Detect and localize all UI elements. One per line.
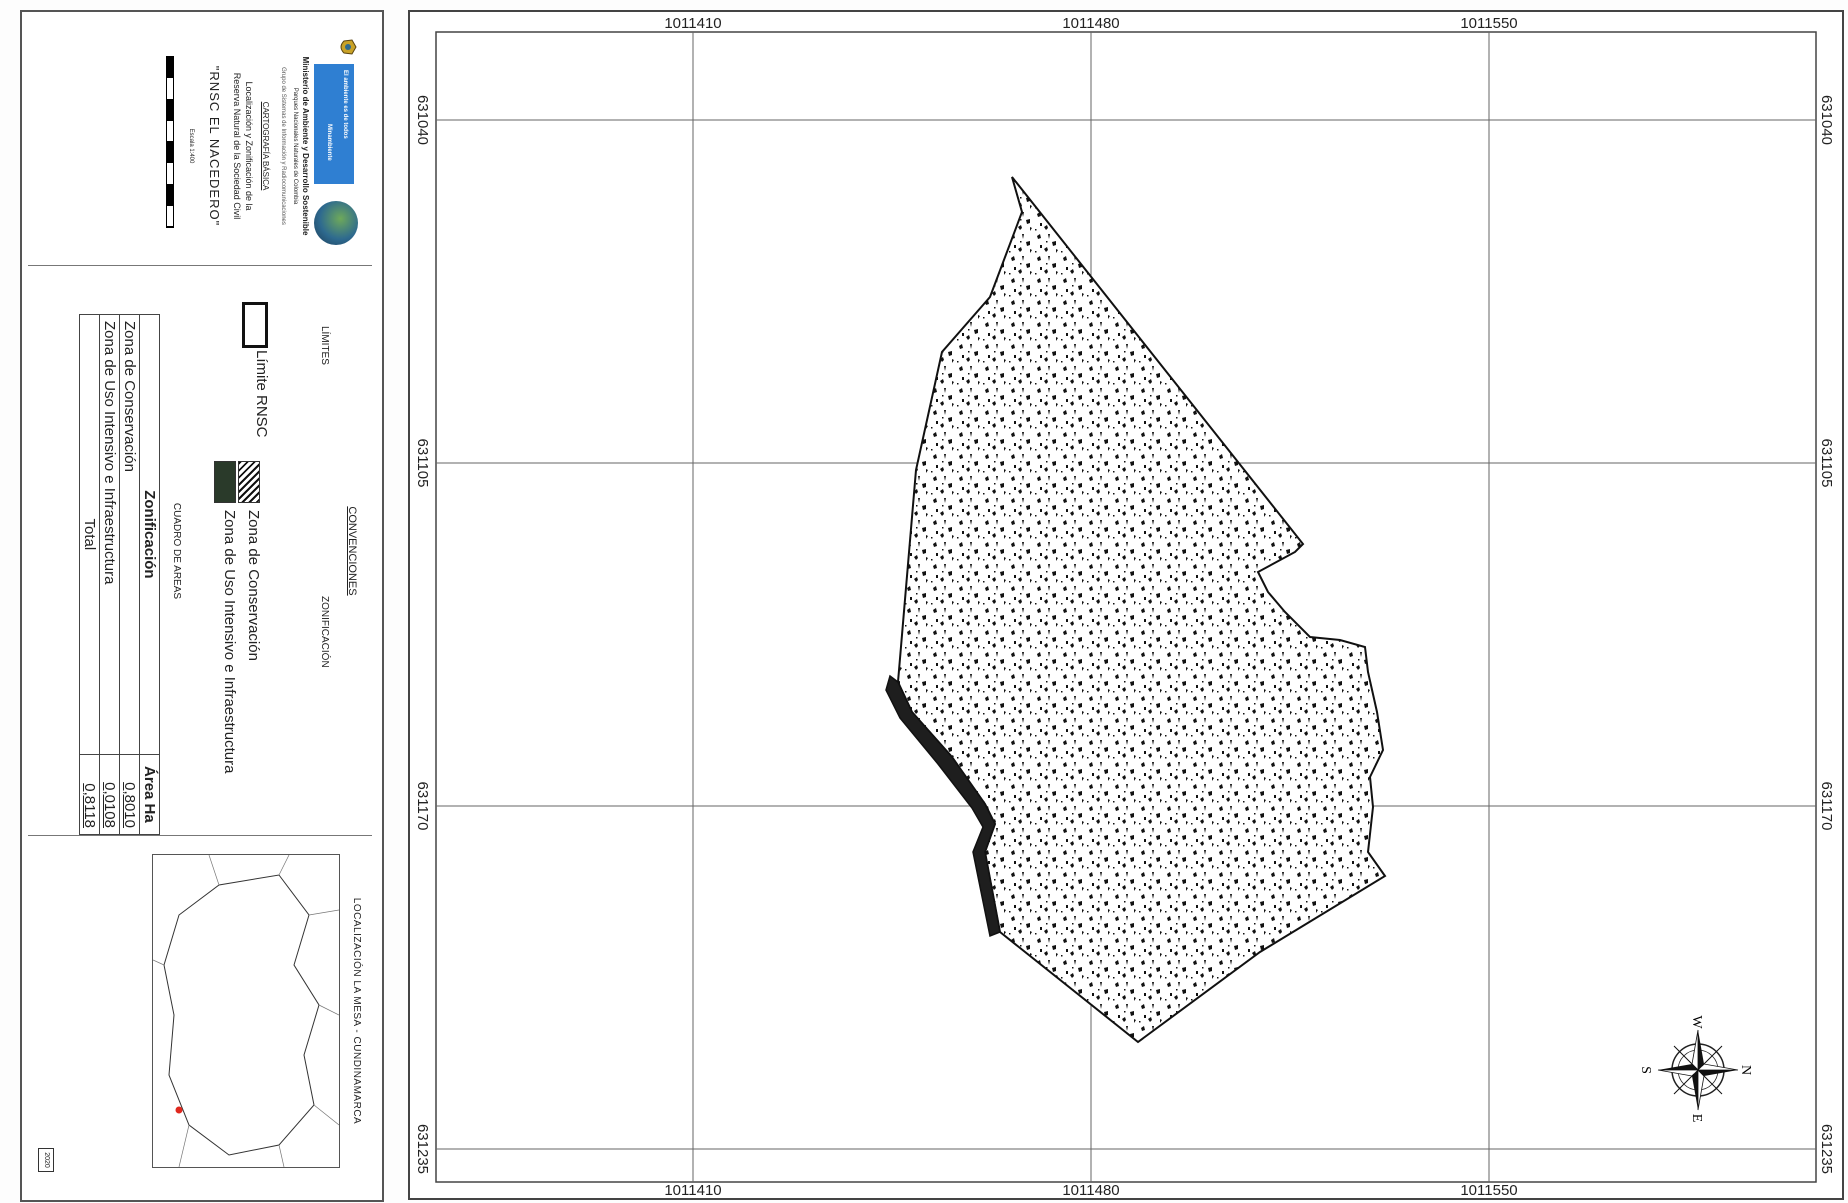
areas-title: CUADRO DE AREAS	[171, 502, 182, 600]
y-tick-labels-right: 631040 631105 631170 631235	[1818, 95, 1835, 1174]
parques-nacionales-emblem-icon	[314, 201, 358, 245]
y-tick-label: 631040	[1818, 95, 1835, 145]
table-row: Zona de Conservación 0,8010	[119, 314, 140, 835]
table-cell-name: Zona de Conservación	[119, 314, 140, 755]
compass-s-label: S	[1638, 1066, 1653, 1074]
y-tick-label: 631170	[1818, 782, 1835, 831]
credits-block	[132, 56, 152, 236]
conventions-section: CONVENCIONES LÍMITES ZONIFICACIÓN Límite…	[28, 266, 372, 836]
x-tick-label: 1011550	[1460, 15, 1517, 32]
year-label: 2020	[38, 1148, 54, 1172]
y-tick-label: 631235	[414, 1124, 431, 1174]
scale-text: Escala 1:400	[188, 128, 194, 164]
conventions-title: CONVENCIONES	[346, 506, 358, 596]
conservation-label: Zona de Conservación	[245, 510, 262, 661]
table-cell-name: Total	[79, 314, 100, 755]
x-tick-label: 1011550	[1460, 1182, 1517, 1198]
conservation-zone-polygon	[896, 176, 1387, 1044]
limit-swatch	[242, 302, 268, 348]
compass-e-label: E	[1689, 1114, 1704, 1123]
map-title-line2: Reserva Natural de la Sociedad Civil	[232, 72, 242, 220]
areas-table: Zonificación Área Ha Zona de Conservació…	[79, 314, 160, 835]
compass-n-label: N	[1738, 1065, 1753, 1075]
y-tick-label: 631040	[414, 95, 431, 145]
map-canvas: 1011410 1011480 1011550 1011410 1011480 …	[414, 15, 1835, 1198]
table-row-total: Total 0,8118	[79, 314, 100, 835]
logo-text-2: Minambiente	[326, 124, 332, 161]
conservation-swatch	[238, 461, 260, 503]
compass-rose-icon: N S E W	[1638, 1015, 1753, 1122]
parks-name: Parques Nacionales Naturales de Colombia	[292, 87, 298, 205]
table-row: Zona de Uso Intensivo e Infraestructura …	[99, 314, 120, 835]
ministry-name: Ministerio de Ambiente y Desarrollo Sost…	[301, 56, 310, 236]
y-tick-label: 631170	[414, 782, 431, 831]
reference-info-block	[36, 854, 144, 1166]
compass-w-label: W	[1689, 1015, 1704, 1029]
limit-label: Límite RNSC	[253, 350, 270, 438]
x-tick-labels-bottom: 1011410 1011480 1011550	[664, 1182, 1517, 1198]
table-header-zoning: Zonificación	[139, 314, 160, 755]
cartography-label: CARTOGRAFÍA BÁSICA	[261, 101, 270, 191]
legend-content: El ambiente es de todos Minambiente Mini…	[28, 26, 372, 1186]
map-neatline	[435, 31, 1817, 1183]
logo-text-1: El ambiente es de todos	[342, 70, 348, 139]
x-tick-label: 1011410	[664, 15, 721, 32]
y-tick-labels-left: 631040 631105 631170 631235	[414, 95, 431, 1174]
zoning-title: ZONIFICACIÓN	[319, 596, 330, 668]
x-tick-labels-top: 1011410 1011480 1011550	[664, 15, 1517, 32]
location-marker-icon	[175, 1106, 183, 1114]
intensive-use-swatch	[214, 461, 236, 503]
table-header-row: Zonificación Área Ha	[139, 314, 160, 835]
map-title-line1: Localización y Zonificación de la	[244, 81, 254, 211]
limits-title: LÍMITES	[319, 326, 330, 365]
reserve-name: "RNSC EL NACEDERO"	[207, 65, 222, 227]
table-cell-area: 0,0108	[99, 754, 120, 835]
scale-bar	[166, 56, 174, 228]
sig-group-name: Grupo de Sistemas de Información y Radio…	[280, 67, 286, 225]
location-inset-map	[152, 854, 340, 1168]
y-tick-label: 631105	[414, 439, 431, 488]
table-header-area: Área Ha	[139, 754, 160, 835]
table-cell-area: 0,8118	[79, 754, 100, 835]
map-frame: 1011410 1011480 1011550 1011410 1011480 …	[408, 10, 1844, 1200]
table-cell-area: 0,8010	[119, 754, 140, 835]
legend-panel: El ambiente es de todos Minambiente Mini…	[20, 10, 384, 1202]
y-tick-label: 631235	[1818, 1124, 1835, 1174]
x-tick-label: 1011410	[664, 1182, 721, 1198]
location-section: LOCALIZACIÓN LA MESA - CUNDINAMARCA 2020	[28, 836, 372, 1186]
location-title: LOCALIZACIÓN LA MESA - CUNDINAMARCA	[351, 897, 362, 1125]
intensive-use-zone-polygon	[885, 674, 1001, 938]
minambiente-logo: El ambiente es de todos Minambiente	[314, 64, 354, 184]
intensive-use-label: Zona de Uso Intensivo e Infraestructura	[221, 510, 238, 774]
x-tick-label: 1011480	[1062, 15, 1119, 32]
coat-of-arms-icon	[340, 39, 357, 55]
x-tick-label: 1011480	[1062, 1182, 1119, 1198]
table-cell-name: Zona de Uso Intensivo e Infraestructura	[99, 314, 120, 755]
title-section: El ambiente es de todos Minambiente Mini…	[28, 26, 372, 266]
y-tick-label: 631105	[1818, 439, 1835, 488]
